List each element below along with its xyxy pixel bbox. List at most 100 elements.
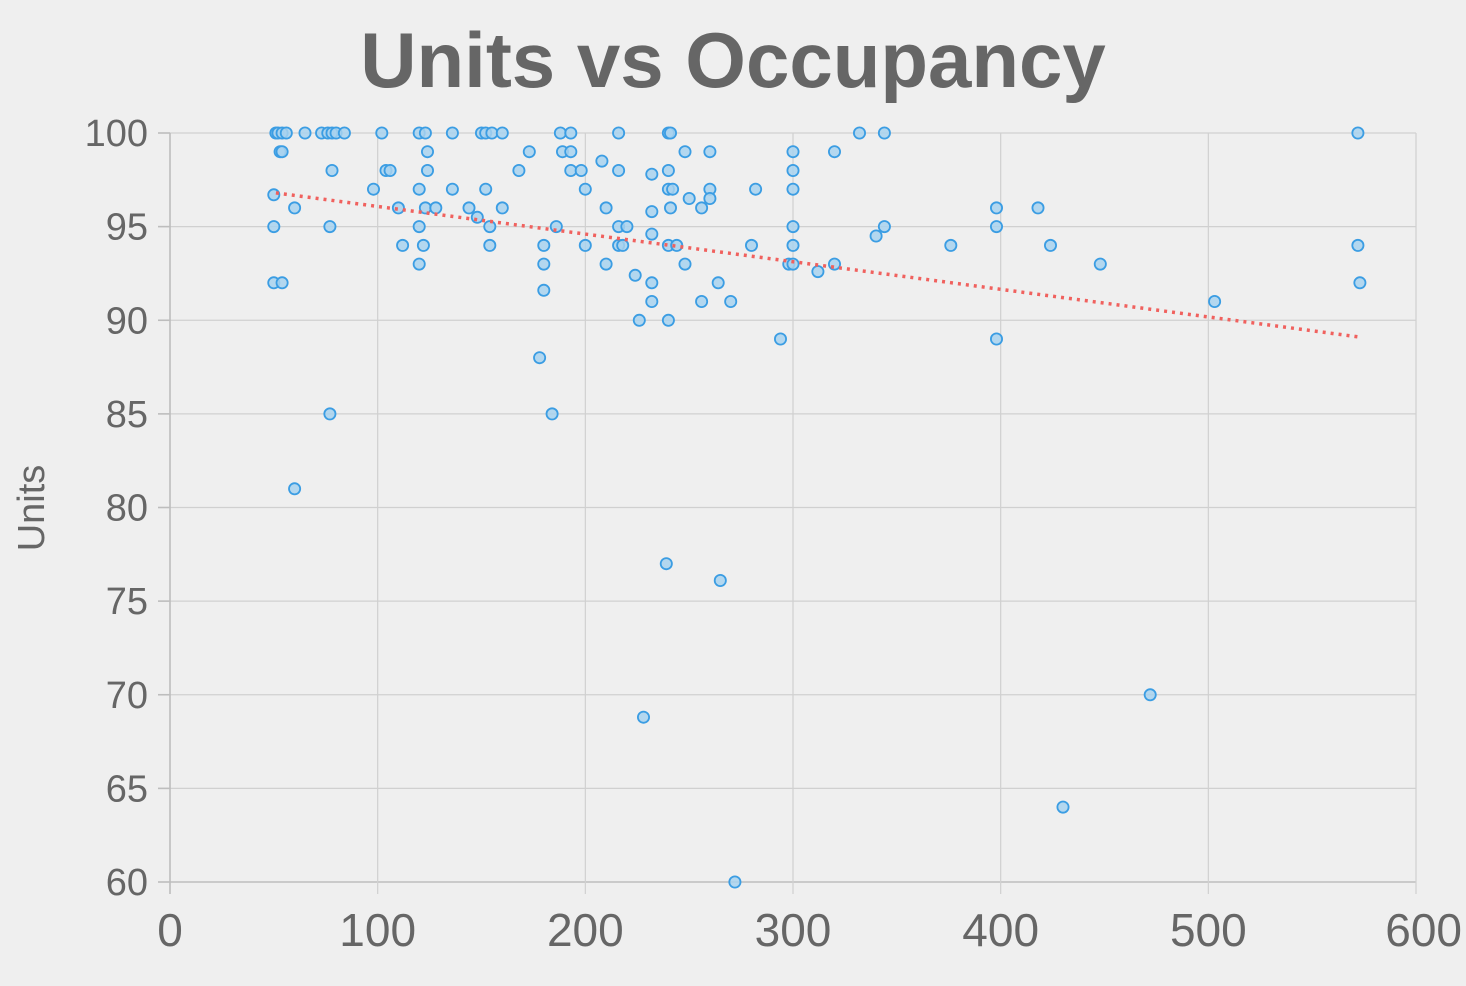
data-point: [666, 182, 680, 196]
data-point: [661, 313, 675, 327]
data-point: [659, 557, 673, 571]
data-point: [533, 351, 547, 365]
data-point: [412, 220, 426, 234]
data-point: [599, 257, 613, 271]
data-point: [578, 238, 592, 252]
data-point: [418, 126, 432, 140]
data-point: [1031, 201, 1045, 215]
data-point: [537, 238, 551, 252]
data-point: [288, 201, 302, 215]
data-point: [1351, 238, 1365, 252]
data-point: [664, 201, 678, 215]
y-tick-label: 95: [106, 207, 148, 249]
data-point: [990, 220, 1004, 234]
data-point: [853, 126, 867, 140]
data-point: [661, 163, 675, 177]
data-point: [323, 220, 337, 234]
data-point: [366, 182, 380, 196]
data-point: [703, 145, 717, 159]
data-point: [724, 294, 738, 308]
data-point: [495, 126, 509, 140]
data-point: [695, 201, 709, 215]
data-point: [678, 257, 692, 271]
data-point: [990, 332, 1004, 346]
data-point: [537, 283, 551, 297]
x-tick-label: 0: [157, 904, 183, 956]
data-point: [420, 145, 434, 159]
data-point: [383, 163, 397, 177]
data-point: [420, 163, 434, 177]
data-point: [470, 210, 484, 224]
data-point: [412, 257, 426, 271]
data-point: [574, 163, 588, 177]
data-point: [549, 220, 563, 234]
data-point: [429, 201, 443, 215]
data-point: [391, 201, 405, 215]
data-point: [786, 163, 800, 177]
data-point: [786, 182, 800, 196]
chart-title: Units vs Occupancy: [360, 16, 1106, 104]
data-point: [632, 313, 646, 327]
data-point: [877, 220, 891, 234]
data-point: [1208, 294, 1222, 308]
data-point: [745, 238, 759, 252]
data-point: [298, 126, 312, 140]
data-point: [337, 126, 351, 140]
data-point: [1353, 276, 1367, 290]
data-point: [645, 227, 659, 241]
data-point: [323, 407, 337, 421]
data-point: [564, 145, 578, 159]
data-points: [267, 126, 1367, 889]
data-point: [375, 126, 389, 140]
data-point: [483, 238, 497, 252]
data-point: [786, 220, 800, 234]
data-point: [445, 182, 459, 196]
x-tick-label: 300: [755, 904, 832, 956]
data-point: [869, 229, 883, 243]
y-tick-label: 90: [106, 300, 148, 342]
data-point: [1044, 238, 1058, 252]
data-point: [637, 710, 651, 724]
data-point: [711, 276, 725, 290]
trendline: [275, 191, 1361, 339]
data-point: [877, 126, 891, 140]
data-point: [786, 145, 800, 159]
data-point: [713, 574, 727, 588]
y-axis-label: Units: [11, 465, 53, 552]
y-tick-label: 85: [106, 394, 148, 436]
data-point: [678, 145, 692, 159]
data-point: [616, 238, 630, 252]
data-point: [645, 276, 659, 290]
data-point: [462, 201, 476, 215]
data-point: [445, 126, 459, 140]
data-point: [267, 220, 281, 234]
data-point: [522, 145, 536, 159]
data-point: [288, 482, 302, 496]
data-point: [479, 182, 493, 196]
x-tick-label: 400: [962, 904, 1039, 956]
data-point: [645, 294, 659, 308]
data-point: [578, 182, 592, 196]
x-tick-label: 500: [1170, 904, 1247, 956]
data-point: [325, 163, 339, 177]
data-point: [1143, 688, 1157, 702]
data-point: [828, 145, 842, 159]
data-point: [275, 276, 289, 290]
y-axis-ticks: 60 65 70 75 80 85 90 95 100: [85, 113, 148, 904]
data-point: [595, 154, 609, 168]
data-point: [275, 145, 289, 159]
x-tick-label: 600: [1385, 904, 1462, 956]
data-point: [412, 182, 426, 196]
data-point: [512, 163, 526, 177]
data-point: [416, 238, 430, 252]
x-tick-label: 100: [339, 904, 416, 956]
data-point: [612, 163, 626, 177]
data-point: [664, 126, 678, 140]
data-point: [828, 257, 842, 271]
y-tick-label: 80: [106, 488, 148, 530]
y-tick-label: 60: [106, 862, 148, 904]
data-point: [728, 875, 742, 889]
data-point: [1056, 800, 1070, 814]
data-point: [774, 332, 788, 346]
